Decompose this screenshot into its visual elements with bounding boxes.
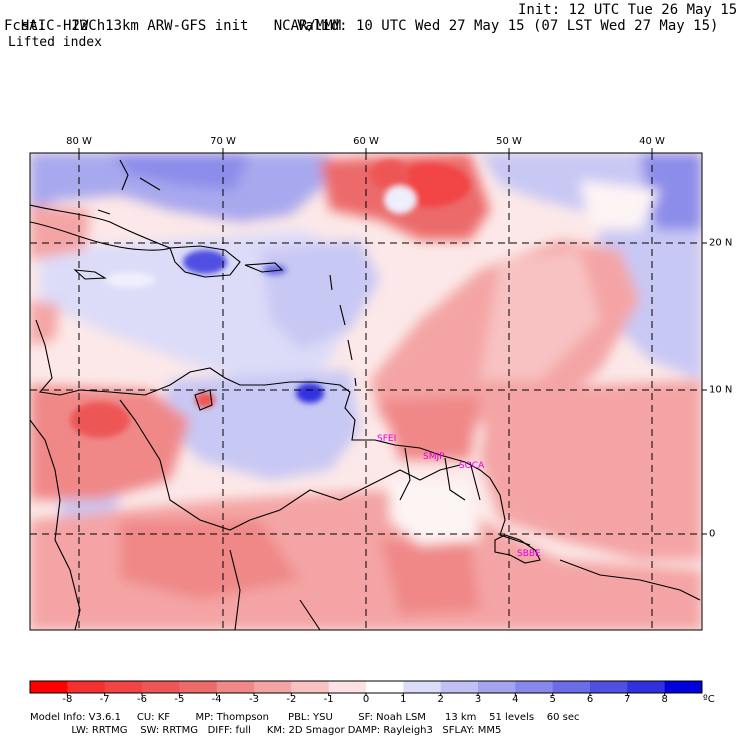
colorbar-swatch — [664, 681, 703, 693]
org-label: NCAR/MMM — [273, 18, 342, 34]
fcst-value: 22 h — [71, 18, 106, 34]
lat-lon-grid — [30, 153, 702, 630]
lon-label-80w: 80 W — [66, 136, 92, 147]
station-soca: SOCA — [459, 461, 485, 471]
colorbar-tick-label: -5 — [174, 694, 185, 705]
colorbar-tick-label: 4 — [512, 694, 519, 705]
lon-label-60w: 60 W — [353, 136, 379, 147]
colorbar-tick-label: -6 — [137, 694, 147, 705]
colorbar-swatch — [254, 681, 292, 693]
colorbar-tick-label: -4 — [211, 694, 222, 705]
colorbar-swatch — [328, 681, 367, 693]
lon-ticks — [78, 148, 653, 153]
colorbar-tick-label: 5 — [549, 694, 556, 705]
colorbar-swatch — [104, 681, 143, 693]
fcst-label: Fcst: — [4, 18, 47, 34]
colorbar-tick-label: 6 — [586, 694, 594, 705]
lat-label-10n: 10 N — [709, 384, 733, 396]
lat-ticks — [702, 242, 707, 535]
colorbar-swatch — [403, 681, 442, 693]
colorbar-tick-label: -2 — [286, 694, 297, 705]
forecast-hour: Fcst: 22 h — [4, 18, 105, 34]
colorbar-tick-label: 3 — [474, 694, 482, 705]
init-time: Init: 12 UTC Tue 26 May 15 — [518, 2, 738, 18]
map-field — [30, 153, 702, 630]
colorbar-swatch — [627, 681, 666, 693]
colorbar-tick-label: -7 — [99, 694, 110, 705]
colorbar-tick-label: 7 — [624, 694, 631, 705]
lon-label-40w: 40 W — [639, 136, 665, 147]
colorbar-swatch — [67, 681, 106, 693]
model-title: HAIC-HIWC 13km ARW-GFS init — [20, 18, 249, 34]
field-maxima — [70, 160, 470, 438]
colorbar-swatch — [515, 681, 554, 693]
coastlines — [30, 159, 701, 630]
colorbar-swatch — [366, 681, 404, 693]
colorbar-swatch — [291, 681, 330, 693]
station-smjp: SMJP — [423, 452, 445, 462]
colorbar-swatch — [179, 681, 218, 693]
colorbar-swatch — [552, 681, 591, 693]
lon-label-70w: 70 W — [210, 136, 236, 147]
field-shading — [30, 153, 702, 630]
model-info-line1: Model Info: V3.6.1 CU: KF MP: Thompson P… — [30, 712, 580, 723]
colorbar-swatch — [142, 681, 180, 693]
colorbar-tick-label: 8 — [661, 694, 668, 705]
valid-time: Valid: 10 UTC Wed 27 May 15 (07 LST Wed … — [297, 18, 719, 34]
colorbar-tick-label: 0 — [362, 694, 370, 705]
lat-label-0: 0 — [709, 528, 716, 540]
field-name: Lifted index — [8, 35, 102, 50]
header-title: HAIC-HIWC 13km ARW-GFS init NCAR/MMM — [4, 2, 341, 34]
colorbar-tick-label: -1 — [323, 694, 334, 705]
colorbar-swatch — [30, 681, 68, 693]
colorbar-tick-label: -8 — [62, 694, 73, 705]
colorbar-tick-label: 1 — [400, 694, 407, 705]
colorbar-unit: ºC — [703, 694, 715, 705]
station-sbbe: SBBE — [517, 549, 541, 559]
colorbar-swatch — [216, 681, 255, 693]
colorbar-swatch — [590, 681, 628, 693]
colorbar-tick-label: 2 — [437, 694, 444, 705]
station-sfei: SFEI — [377, 434, 396, 444]
station-labels: SFEI SMJP SOCA SBBE — [377, 434, 541, 559]
lon-label-50w: 50 W — [496, 136, 522, 147]
colorbar — [29, 680, 703, 696]
model-info-line2: LW: RRTMG SW: RRTMG DIFF: full KM: 2D Sm… — [30, 725, 502, 736]
colorbar-swatch — [440, 681, 479, 693]
colorbar-tick-label: -3 — [249, 694, 259, 705]
lat-label-20n: 20 N — [709, 237, 733, 249]
colorbar-swatch — [478, 681, 516, 693]
